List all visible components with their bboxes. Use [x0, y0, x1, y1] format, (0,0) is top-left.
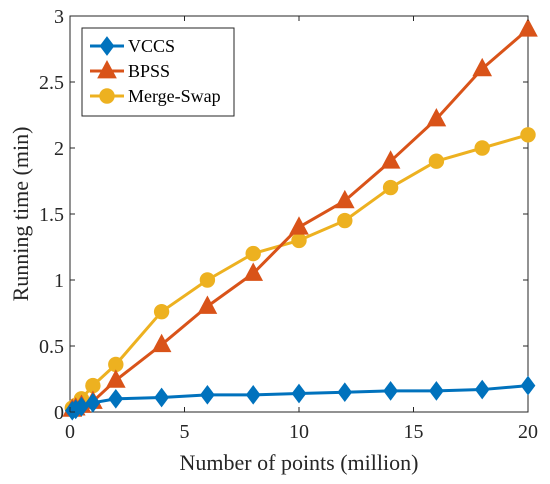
- data-point: [518, 18, 538, 37]
- y-tick-label: 2.5: [39, 72, 64, 94]
- data-point: [474, 379, 490, 400]
- data-point: [245, 385, 261, 405]
- legend-item: VCCS: [90, 36, 175, 56]
- data-point: [199, 272, 216, 288]
- data-point: [291, 383, 307, 404]
- data-point: [337, 382, 353, 403]
- y-tick-label: 2: [54, 138, 64, 160]
- y-tick-label: 0: [54, 402, 64, 424]
- y-axis-title: Running time (min): [8, 127, 33, 302]
- legend-item: BPSS: [90, 60, 170, 81]
- legend-label: VCCS: [128, 36, 175, 56]
- data-point: [472, 57, 493, 77]
- x-tick-label: 10: [289, 421, 309, 443]
- series-vccs: [64, 375, 536, 421]
- x-axis-title: Number of points (million): [180, 450, 419, 475]
- data-point: [105, 369, 126, 388]
- legend: VCCS BPSS Merge-Swap: [81, 27, 235, 117]
- data-point: [197, 295, 218, 314]
- legend-marker: [97, 60, 117, 79]
- x-tick-label: 20: [518, 421, 538, 443]
- legend-label: Merge-Swap: [128, 86, 221, 106]
- x-tick-label: 0: [65, 421, 75, 443]
- x-tick-label: 15: [404, 421, 424, 443]
- data-point: [243, 262, 264, 281]
- data-point: [291, 232, 307, 249]
- legend-label: BPSS: [128, 61, 170, 81]
- series-group: [62, 18, 538, 421]
- data-point: [85, 392, 101, 413]
- data-point: [520, 127, 536, 143]
- data-point: [108, 388, 124, 409]
- data-point: [289, 216, 309, 235]
- legend-marker: [99, 88, 115, 104]
- data-point: [380, 150, 401, 169]
- data-point: [200, 385, 215, 405]
- legend-marker: [99, 36, 115, 56]
- data-point: [383, 381, 398, 401]
- y-tick-label: 3: [54, 6, 64, 28]
- data-point: [151, 333, 172, 353]
- data-point: [426, 107, 447, 127]
- data-point: [382, 179, 399, 196]
- data-point: [334, 189, 355, 209]
- y-tick-label: 1.5: [39, 204, 64, 226]
- data-point: [153, 303, 170, 320]
- y-tick-label: 1: [54, 270, 64, 292]
- data-point: [154, 387, 169, 408]
- data-point: [520, 375, 536, 396]
- legend-item: Merge-Swap: [90, 86, 221, 106]
- data-point: [337, 212, 353, 229]
- data-point: [429, 381, 444, 401]
- data-point: [428, 153, 445, 169]
- data-point: [245, 245, 261, 262]
- data-point: [74, 396, 89, 417]
- data-point: [474, 140, 490, 156]
- x-tick-label: 5: [180, 421, 190, 443]
- axes-group: 0 5 10 15 20 0 0.5 1 1.5 2 2.5 3: [39, 6, 538, 443]
- y-tick-label: 0.5: [39, 336, 64, 358]
